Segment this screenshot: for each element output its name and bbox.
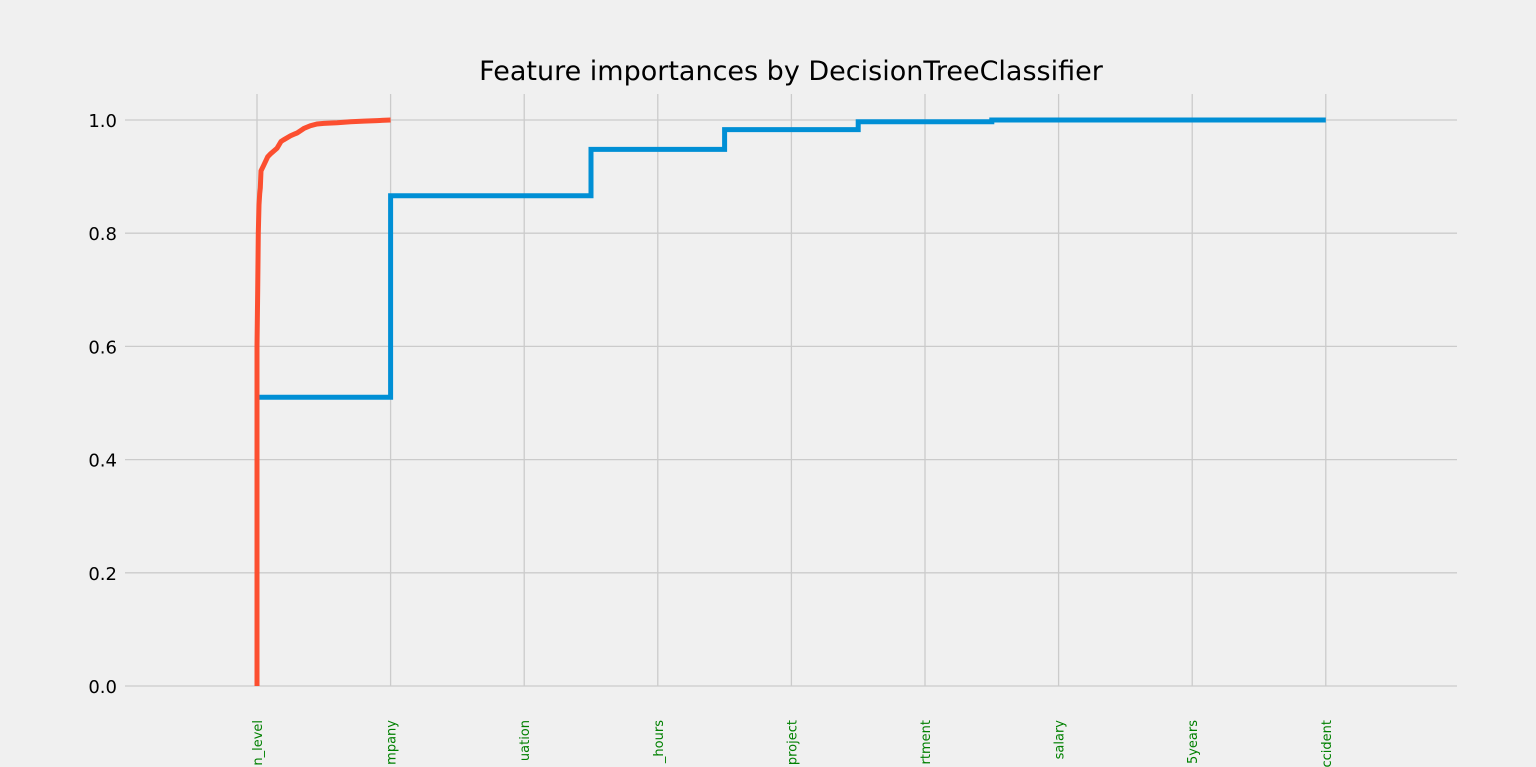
series-line-0 [257, 117, 1326, 400]
y-tick-label: 0.6 [88, 337, 117, 358]
y-tick-label: 0.0 [88, 677, 117, 698]
chart-title: Feature importances by DecisionTreeClass… [479, 56, 1103, 87]
x-tick-label: 5years [1186, 720, 1201, 764]
grid-lines [125, 94, 1457, 687]
x-tick-label: ccident [1320, 720, 1335, 767]
x-tick-labels: n_level mpany uation _hours project rtment sal… [251, 720, 1335, 767]
series-lines [254, 117, 1326, 686]
y-tick-label: 0.4 [88, 451, 117, 472]
x-tick-label: mpany [385, 720, 400, 765]
y-tick-label: 0.8 [88, 224, 117, 245]
x-tick-label: project [785, 720, 800, 765]
y-tick-labels: 0.0 0.2 0.4 0.6 0.8 1.0 [88, 111, 117, 698]
y-tick-label: 0.2 [88, 564, 117, 585]
x-tick-label: n_level [251, 720, 266, 766]
x-tick-label: _hours [652, 720, 667, 764]
x-tick-label: uation [518, 720, 533, 761]
x-tick-label: salary [1053, 720, 1068, 760]
series-line-1 [254, 117, 391, 686]
y-tick-label: 1.0 [88, 111, 117, 132]
x-tick-label: rtment [919, 720, 934, 764]
